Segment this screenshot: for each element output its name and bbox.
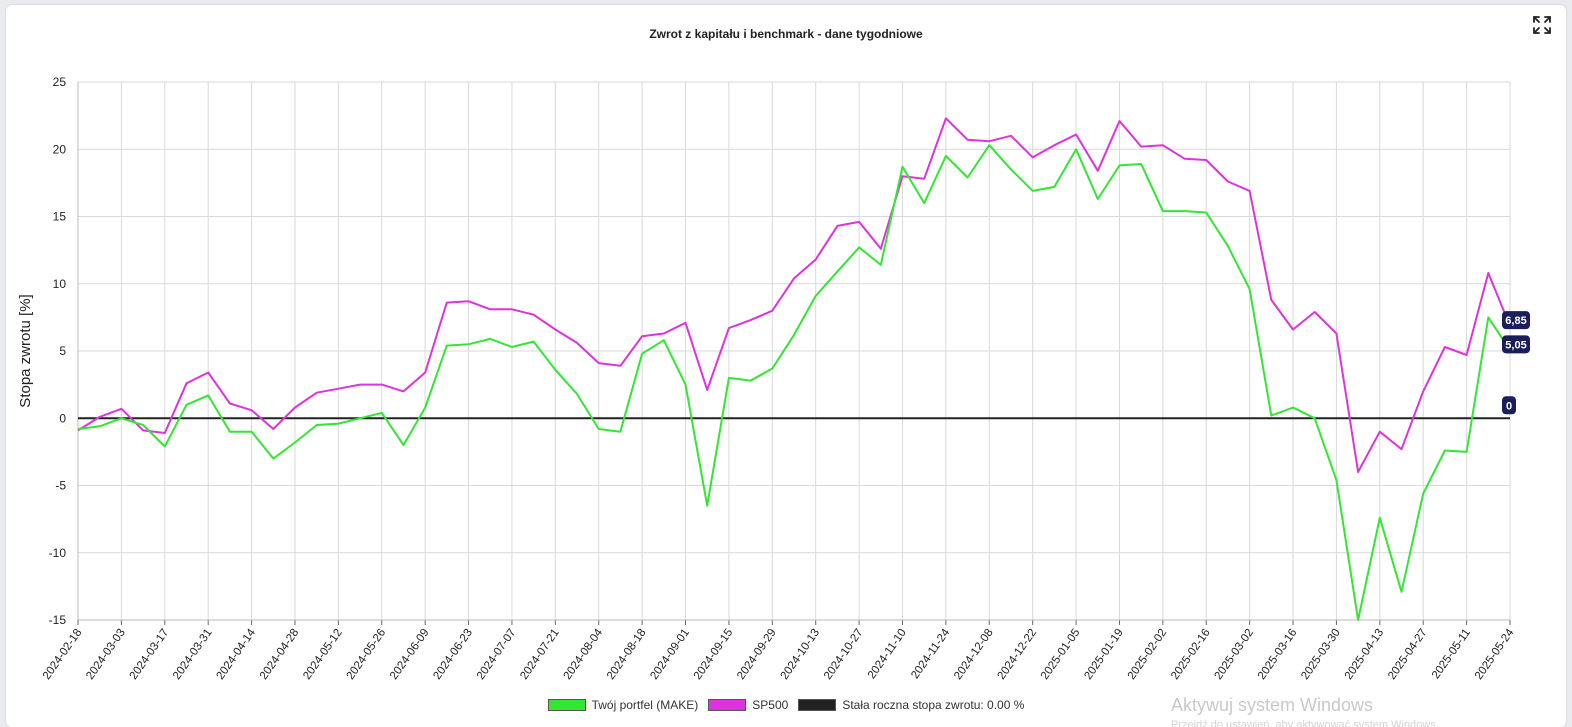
legend-label-sp500: SP500 (752, 698, 789, 712)
y-tick-label: 25 (53, 75, 67, 89)
windows-activation-subtext: Przejdź do ustawień, aby aktywować syste… (1171, 719, 1439, 727)
chart-card: Zwrot z kapitału i benchmark - dane tygo… (6, 5, 1566, 727)
y-tick-label: 10 (53, 277, 67, 291)
end-label-constant-rate-box (1502, 396, 1516, 415)
x-tick-label: 2024-03-03 (84, 627, 128, 682)
x-tick-label: 2025-05-24 (1473, 626, 1517, 682)
x-tick-label: 2024-06-23 (431, 627, 475, 682)
x-tick-label: 2025-04-27 (1386, 627, 1430, 682)
x-tick-label: 2025-01-05 (1039, 627, 1083, 682)
x-tick-label: 2024-02-18 (41, 627, 85, 682)
legend-item-sp500[interactable]: SP500 (708, 698, 788, 712)
x-tick-label: 2024-07-07 (475, 627, 519, 682)
y-tick-label: -10 (49, 546, 67, 560)
x-tick-label: 2025-02-16 (1169, 627, 1213, 682)
end-label-constant-rate: 0 (1506, 400, 1512, 412)
expand-icon (1533, 16, 1551, 34)
x-tick-label: 2024-03-17 (128, 627, 172, 682)
y-tick-label: 20 (53, 142, 67, 156)
series-line-portfolio (77, 144, 1511, 621)
x-tick-label: 2024-11-10 (866, 627, 909, 681)
y-tick-label: -5 (55, 479, 66, 493)
x-tick-label: 2025-03-16 (1256, 627, 1300, 682)
x-tick-label: 2024-10-13 (779, 627, 823, 682)
legend-label-portfolio: Twój portfel (MAKE) (591, 698, 699, 712)
legend-swatch-constant-rate (798, 699, 837, 711)
x-tick-label: 2024-05-12 (301, 627, 345, 682)
x-tick-label: 2024-07-21 (518, 627, 562, 682)
x-tick-label: 2024-03-31 (171, 627, 215, 682)
x-tick-label: 2025-05-11 (1430, 627, 1473, 681)
x-tick-label: 2024-04-28 (258, 627, 302, 682)
y-tick-label: 0 (59, 411, 66, 425)
y-tick-label: 15 (53, 210, 67, 224)
x-tick-label: 2024-05-26 (345, 627, 389, 682)
x-tick-label: 2024-09-15 (692, 627, 736, 682)
y-axis-title: Stopa zwrotu [%] (17, 294, 34, 407)
y-tick-label: -15 (49, 613, 67, 627)
series-line-sp500 (77, 117, 1511, 473)
x-tick-label: 2024-08-18 (605, 627, 649, 682)
x-tick-label: 2024-09-01 (648, 627, 692, 682)
x-tick-label: 2024-04-14 (214, 626, 258, 682)
end-label-sp500-box (1502, 311, 1530, 330)
x-tick-label: 2024-10-27 (822, 627, 866, 682)
end-label-portfolio-box (1502, 335, 1530, 354)
x-tick-label: 2024-12-08 (952, 627, 996, 682)
legend-swatch-portfolio (547, 699, 586, 711)
fullscreen-button[interactable] (1532, 15, 1552, 35)
x-tick-label: 2025-04-13 (1343, 627, 1387, 682)
end-label-sp500: 6,85 (1505, 315, 1526, 327)
x-tick-label: 2025-03-02 (1213, 627, 1257, 682)
legend-item-constant-rate[interactable]: Stała roczna stopa zwrotu: 0.00 % (798, 698, 1024, 712)
chart-legend: Twój portfel (MAKE) SP500 Stała roczna s… (6, 698, 1566, 712)
x-tick-label: 2024-08-04 (562, 626, 606, 682)
x-tick-label: 2025-02-02 (1126, 627, 1170, 682)
x-tick-label: 2024-11-24 (909, 626, 952, 681)
legend-swatch-sp500 (708, 699, 747, 711)
chart-title: Zwrot z kapitału i benchmark - dane tygo… (649, 27, 923, 41)
legend-label-constant-rate: Stała roczna stopa zwrotu: 0.00 % (842, 698, 1025, 712)
x-tick-label: 2024-12-22 (996, 627, 1040, 682)
windows-activation-watermark: Aktywuj system Windows (1171, 695, 1374, 715)
x-tick-label: 2024-06-09 (388, 627, 432, 682)
end-label-portfolio: 5,05 (1505, 339, 1526, 351)
x-tick-label: 2025-03-30 (1299, 627, 1343, 682)
x-tick-label: 2024-09-29 (735, 627, 779, 682)
y-tick-label: 5 (59, 344, 66, 358)
x-tick-label: 2025-01-19 (1082, 627, 1126, 682)
legend-item-portfolio[interactable]: Twój portfel (MAKE) (547, 698, 699, 712)
